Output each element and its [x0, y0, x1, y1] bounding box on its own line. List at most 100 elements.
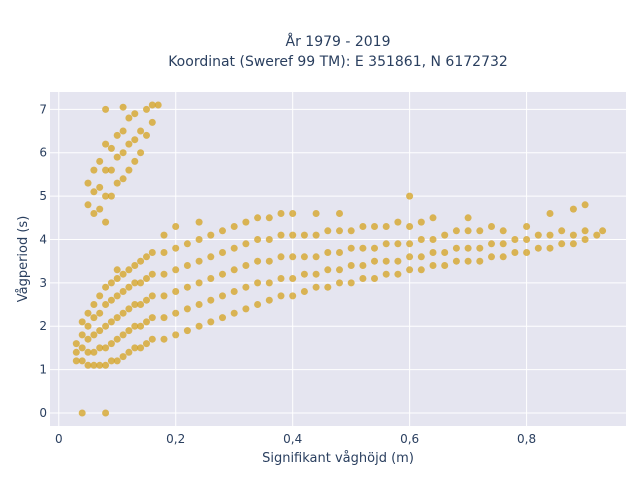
data-point	[102, 140, 110, 148]
data-point	[148, 314, 156, 322]
data-point	[300, 270, 308, 278]
data-point	[254, 236, 262, 243]
data-point	[102, 361, 110, 369]
data-point	[219, 249, 226, 256]
data-point	[113, 179, 121, 187]
data-point	[154, 101, 162, 109]
data-point	[546, 244, 554, 252]
data-point	[183, 262, 191, 269]
data-point	[107, 166, 115, 174]
data-point	[119, 309, 127, 317]
data-point	[195, 322, 203, 330]
data-point	[277, 210, 285, 217]
data-point	[452, 257, 460, 265]
data-point	[558, 240, 566, 248]
data-point	[119, 270, 127, 278]
data-point	[417, 253, 425, 261]
data-point	[394, 270, 402, 278]
data-point	[265, 214, 273, 222]
data-point	[131, 301, 139, 308]
data-point	[90, 314, 98, 322]
data-point	[78, 344, 86, 352]
data-point	[277, 275, 285, 282]
data-point	[523, 223, 531, 230]
data-point	[219, 292, 226, 300]
data-point	[96, 183, 104, 191]
data-point	[523, 249, 531, 256]
data-point	[102, 192, 110, 200]
data-point	[312, 210, 320, 217]
data-point	[125, 140, 133, 148]
data-point	[394, 240, 402, 248]
data-point	[90, 301, 98, 308]
data-point	[347, 279, 355, 287]
data-point	[84, 322, 92, 330]
data-points	[72, 101, 607, 417]
y-tick-label: 2	[39, 319, 47, 333]
data-point	[242, 305, 250, 313]
data-point	[382, 257, 390, 265]
data-point	[131, 262, 139, 269]
data-point	[371, 244, 378, 252]
x-tick-label: 0,6	[400, 432, 419, 446]
data-point	[195, 301, 203, 308]
data-point	[382, 240, 390, 248]
data-point	[300, 231, 308, 239]
data-point	[183, 283, 191, 291]
data-point	[277, 292, 285, 300]
data-point	[289, 292, 297, 300]
data-point	[160, 314, 168, 322]
data-point	[90, 361, 98, 369]
data-point	[84, 361, 92, 369]
y-tick-labels: 0 1 2 3 4 5 6 7	[39, 102, 47, 420]
data-point	[300, 253, 308, 261]
data-point	[254, 257, 262, 265]
data-point	[488, 223, 495, 230]
data-point	[125, 327, 133, 335]
data-point	[183, 327, 191, 335]
data-point	[102, 322, 110, 330]
data-point	[464, 257, 472, 265]
data-point	[78, 409, 86, 417]
data-point	[347, 244, 355, 252]
data-point	[90, 348, 98, 356]
y-tick-label: 0	[39, 406, 47, 420]
data-point	[102, 105, 110, 113]
data-point	[143, 275, 150, 282]
data-point	[336, 266, 343, 274]
chart-title-line2: Koordinat (Sweref 99 TM): E 351861, N 61…	[168, 54, 508, 70]
data-point	[143, 318, 150, 326]
data-point	[143, 296, 150, 304]
data-point	[195, 236, 203, 243]
data-point	[476, 227, 484, 235]
data-point	[131, 136, 139, 144]
data-point	[265, 296, 273, 304]
data-point	[148, 118, 156, 126]
data-point	[137, 149, 145, 157]
data-point	[371, 223, 378, 230]
data-point	[394, 257, 402, 265]
x-tick-label: 0,2	[166, 432, 185, 446]
data-point	[119, 103, 127, 111]
data-point	[102, 409, 110, 417]
data-point	[499, 240, 507, 248]
data-point	[102, 283, 110, 291]
data-point	[84, 179, 92, 187]
data-point	[72, 348, 80, 356]
data-point	[160, 231, 168, 239]
data-point	[78, 357, 86, 365]
data-point	[207, 253, 215, 261]
data-point	[207, 275, 215, 282]
data-point	[511, 249, 519, 256]
data-point	[429, 214, 437, 222]
data-point	[125, 283, 133, 291]
data-point	[441, 249, 449, 256]
data-point	[172, 266, 180, 274]
data-point	[464, 244, 472, 252]
data-point	[119, 127, 127, 135]
data-point	[125, 166, 133, 174]
data-point	[523, 236, 531, 243]
data-point	[195, 279, 203, 287]
data-point	[90, 166, 98, 174]
chart-title-line1: År 1979 - 2019	[286, 33, 391, 50]
